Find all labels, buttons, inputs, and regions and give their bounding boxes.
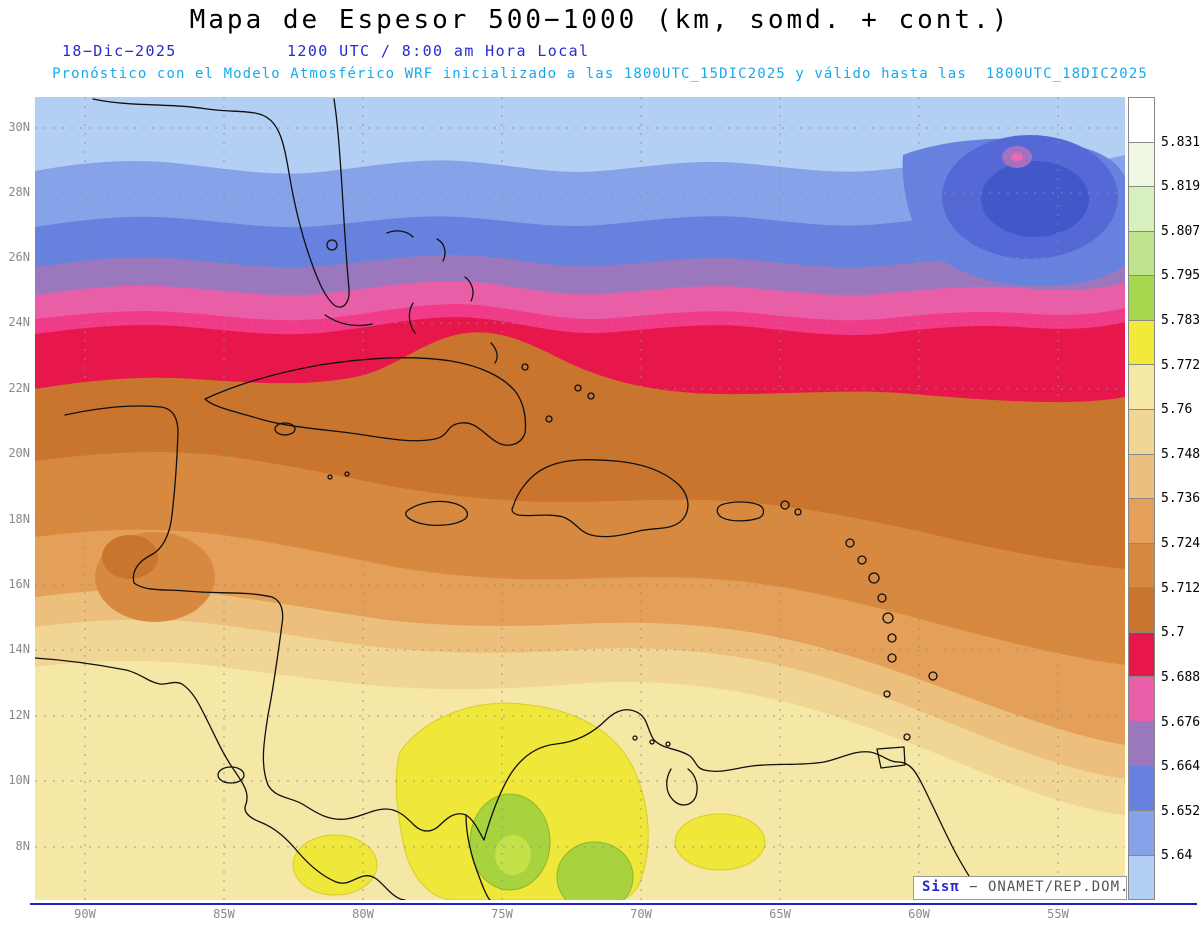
- colorbar-value: 5.688: [1161, 670, 1200, 685]
- colorbar-swatch: [1129, 453, 1154, 499]
- cuba-coastline: [204, 357, 527, 446]
- lat-tick: 22N: [8, 381, 30, 395]
- lat-tick: 16N: [8, 577, 30, 591]
- colorbar-value: 5.64: [1161, 848, 1193, 863]
- colorbar-swatch: [1129, 319, 1154, 365]
- colorbar-value: 5.652: [1161, 804, 1200, 819]
- lake-maracaibo: [666, 768, 698, 806]
- lat-tick: 14N: [8, 642, 30, 656]
- watermark: Sisπ − ONAMET/REP.DOM.: [913, 876, 1130, 900]
- valid-time: 1200 UTC / 8:00 am Hora Local: [287, 42, 590, 60]
- gridlines: [35, 97, 1125, 900]
- colorbar-swatch: [1129, 765, 1154, 810]
- lon-tick: 65W: [769, 907, 791, 921]
- lon-tick: 75W: [491, 907, 513, 921]
- lon-tick: 55W: [1047, 907, 1069, 921]
- colorbar-swatch: [1129, 631, 1154, 677]
- lon-tick: 70W: [630, 907, 652, 921]
- colorbar-value: 5.831: [1161, 135, 1200, 150]
- colorbar-value: 5.736: [1161, 491, 1200, 506]
- colorbar-value: 5.724: [1161, 536, 1200, 551]
- colorbar-value: 5.712: [1161, 581, 1200, 596]
- thickness-contour-map: [35, 97, 1125, 900]
- forecast-description: Pronóstico con el Modelo Atmosférico WRF…: [52, 66, 1148, 82]
- colorbar-value: 5.76: [1161, 402, 1193, 417]
- hispaniola-coastline: [511, 459, 689, 538]
- florida-coastline: [92, 98, 350, 308]
- colorbar-value: 5.819: [1161, 179, 1200, 194]
- lat-tick: 28N: [8, 185, 30, 199]
- pacific-coastline: [35, 657, 406, 900]
- colorbar-value: 5.795: [1161, 268, 1200, 283]
- lake-okeechobee: [326, 239, 338, 251]
- colorbar-swatch: [1129, 498, 1154, 543]
- colorbar-swatch: [1129, 141, 1154, 187]
- colorbar-swatch: [1129, 720, 1154, 766]
- darien-pacific: [465, 814, 491, 900]
- colorbar-swatch: [1129, 854, 1154, 900]
- colorbar-value: 5.664: [1161, 759, 1200, 774]
- florida-keys: [324, 314, 373, 327]
- valid-date: 18−Dic−2025: [62, 42, 177, 60]
- page-title: Mapa de Espesor 500−1000 (km, somd. + co…: [189, 5, 1011, 35]
- isla-juventud: [274, 422, 296, 436]
- lat-tick: 26N: [8, 250, 30, 264]
- lat-tick: 10N: [8, 773, 30, 787]
- map-plot: [35, 97, 1125, 900]
- colorbar-value: 5.748: [1161, 447, 1200, 462]
- trinidad: [876, 746, 906, 769]
- lon-tick: 90W: [74, 907, 96, 921]
- lake-nicaragua: [217, 766, 245, 784]
- colorbar-value: 5.772: [1161, 358, 1200, 373]
- lat-tick: 18N: [8, 512, 30, 526]
- watermark-org: − ONAMET/REP.DOM.: [959, 879, 1130, 895]
- lon-tick: 80W: [352, 907, 374, 921]
- colorbar-swatch: [1129, 186, 1154, 231]
- colorbar-swatch: [1129, 230, 1154, 276]
- colorbar-value: 5.676: [1161, 715, 1200, 730]
- lon-tick: 85W: [213, 907, 235, 921]
- coastlines: [35, 98, 985, 900]
- colorbar-swatch: [1129, 810, 1154, 855]
- central-south-america-coastline: [64, 405, 985, 900]
- jamaica-coastline: [405, 500, 468, 526]
- colorbar: [1128, 97, 1155, 900]
- lat-tick: 8N: [15, 839, 30, 853]
- lesser-antilles: [632, 500, 938, 769]
- contour-bands: [35, 97, 1125, 900]
- watermark-brand: Sisπ: [922, 879, 960, 895]
- colorbar-swatch: [1129, 587, 1154, 632]
- lat-tick: 12N: [8, 708, 30, 722]
- puerto-rico-coastline: [716, 501, 765, 522]
- colorbar-value: 5.7: [1161, 625, 1185, 640]
- lat-tick: 24N: [8, 315, 30, 329]
- bottom-axis-line: [30, 903, 1197, 905]
- bahamas: [386, 230, 498, 364]
- colorbar-swatch: [1129, 98, 1154, 142]
- lat-tick: 30N: [8, 120, 30, 134]
- lon-tick: 60W: [908, 907, 930, 921]
- colorbar-swatch: [1129, 542, 1154, 588]
- colorbar-value: 5.807: [1161, 224, 1200, 239]
- lat-tick: 20N: [8, 446, 30, 460]
- colorbar-swatch: [1129, 364, 1154, 409]
- colorbar-swatch: [1129, 275, 1154, 320]
- colorbar-swatch: [1129, 408, 1154, 454]
- colorbar-value: 5.783: [1161, 313, 1200, 328]
- colorbar-swatch: [1129, 676, 1154, 721]
